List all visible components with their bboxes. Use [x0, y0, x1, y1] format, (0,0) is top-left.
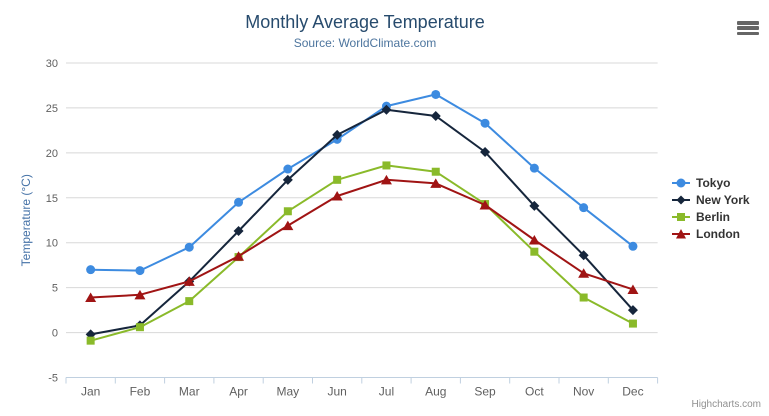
data-point-new-york[interactable] [233, 226, 244, 237]
data-point-berlin[interactable] [333, 175, 342, 184]
data-point-new-york[interactable] [627, 305, 638, 316]
data-point-london[interactable] [233, 251, 245, 261]
x-axis-label: Jan [81, 385, 100, 399]
data-point-tokyo[interactable] [529, 163, 539, 173]
data-point-london[interactable] [134, 289, 146, 300]
x-axis-label: Sep [474, 385, 496, 399]
chart-subtitle: Source: WorldClimate.com [293, 36, 437, 50]
legend: Tokyo New York Berlin London [672, 174, 750, 242]
data-point-berlin[interactable] [431, 167, 440, 176]
data-point-new-york[interactable] [381, 104, 392, 115]
triangle-icon [672, 228, 690, 238]
credits-link[interactable]: Highcharts.com [691, 399, 761, 410]
x-axis-label: Jun [327, 385, 346, 399]
data-point-berlin[interactable] [530, 247, 539, 256]
series-line-new-york [90, 108, 634, 336]
legend-item-london[interactable]: London [672, 225, 750, 242]
hamburger-icon [737, 31, 759, 35]
x-axis-label: Jul [379, 385, 394, 399]
y-axis-label: 25 [46, 103, 58, 115]
data-point-london[interactable] [627, 284, 639, 294]
x-axis-label: Nov [573, 385, 594, 399]
legend-label: New York [696, 192, 750, 207]
data-point-london[interactable] [331, 190, 343, 201]
y-axis-label: 10 [46, 238, 58, 250]
data-point-london[interactable] [479, 199, 491, 210]
data-point-london[interactable] [528, 235, 540, 245]
data-point-tokyo[interactable] [86, 265, 96, 275]
diamond-icon [672, 195, 690, 204]
data-point-london[interactable] [430, 178, 442, 188]
square-icon [672, 212, 690, 221]
data-point-london[interactable] [183, 276, 195, 286]
data-point-tokyo[interactable] [234, 197, 244, 207]
data-point-berlin[interactable] [579, 293, 588, 302]
legend-item-berlin[interactable]: Berlin [672, 208, 750, 225]
data-point-berlin[interactable] [86, 336, 95, 345]
x-axis-label: Dec [622, 385, 643, 399]
data-point-tokyo[interactable] [135, 266, 145, 276]
data-point-tokyo[interactable] [480, 118, 490, 128]
x-axis-label: May [277, 385, 300, 399]
legend-item-new-york[interactable]: New York [672, 191, 750, 208]
data-point-tokyo[interactable] [579, 203, 589, 213]
data-point-berlin[interactable] [283, 207, 292, 216]
series-line-tokyo [90, 93, 634, 272]
y-axis-title: Temperature (°C) [19, 174, 33, 266]
data-point-berlin[interactable] [382, 161, 391, 170]
data-point-new-york[interactable] [480, 146, 491, 157]
circle-icon [672, 178, 690, 187]
legend-item-tokyo[interactable]: Tokyo [672, 174, 750, 191]
x-axis-label: Aug [425, 385, 446, 399]
data-point-berlin[interactable] [628, 319, 637, 328]
x-axis-label: Feb [130, 385, 151, 399]
data-point-london[interactable] [380, 174, 392, 185]
y-axis-label: 15 [46, 193, 58, 205]
legend-label: Tokyo [696, 175, 731, 190]
data-point-new-york[interactable] [282, 174, 293, 185]
data-point-new-york[interactable] [430, 111, 441, 122]
x-axis-label: Mar [179, 385, 200, 399]
y-axis-label: 5 [52, 283, 58, 295]
data-point-tokyo[interactable] [431, 89, 441, 99]
data-point-new-york[interactable] [332, 129, 343, 140]
data-point-london[interactable] [85, 292, 97, 303]
data-point-berlin[interactable] [185, 297, 194, 306]
chart-title: Monthly Average Temperature [245, 12, 485, 32]
data-point-london[interactable] [578, 268, 590, 278]
legend-label: London [696, 226, 740, 241]
y-axis-label: 0 [52, 328, 58, 340]
y-axis-label: 20 [46, 148, 58, 160]
y-axis-label: -5 [48, 373, 58, 385]
data-point-new-york[interactable] [529, 200, 540, 211]
data-point-tokyo[interactable] [184, 242, 194, 252]
hamburger-icon [737, 21, 759, 25]
hamburger-icon [737, 26, 759, 30]
export-menu-button[interactable] [737, 21, 759, 35]
data-point-new-york[interactable] [578, 250, 589, 261]
y-axis-label: 30 [46, 58, 58, 70]
data-point-berlin[interactable] [135, 323, 144, 332]
series-line-london [90, 178, 634, 299]
x-axis-label: Apr [229, 385, 248, 399]
legend-label: Berlin [696, 209, 731, 224]
series-line-berlin [90, 164, 634, 342]
data-point-london[interactable] [282, 220, 294, 231]
data-point-tokyo[interactable] [628, 241, 638, 251]
data-point-tokyo[interactable] [283, 164, 293, 174]
x-axis-label: Oct [525, 385, 544, 399]
